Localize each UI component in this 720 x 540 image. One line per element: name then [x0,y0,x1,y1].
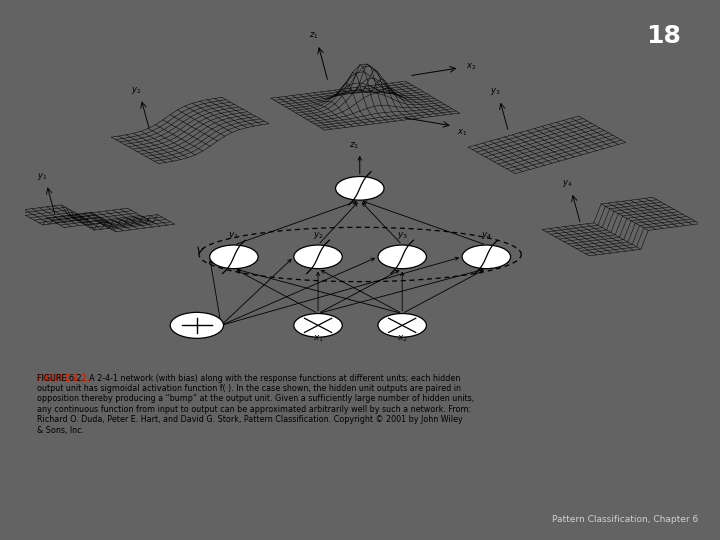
Ellipse shape [378,314,426,337]
Text: FIGURE 6.2.  A 2-4-1 network (with bias) along with the response functions at di: FIGURE 6.2. A 2-4-1 network (with bias) … [37,374,474,435]
Ellipse shape [170,312,223,339]
Text: $y_1$: $y_1$ [228,230,240,241]
Text: $x_1$: $x_1$ [457,128,468,138]
Text: $z_1$: $z_1$ [309,30,318,41]
Text: $z_1$: $z_1$ [349,140,359,151]
Text: $y_3$: $y_3$ [397,230,408,241]
Ellipse shape [336,177,384,200]
Text: $y_4$: $y_4$ [481,230,492,241]
Text: Pattern Classification, Chapter 6: Pattern Classification, Chapter 6 [552,515,698,524]
Text: $x_2$: $x_2$ [466,62,477,72]
Ellipse shape [378,245,426,268]
Ellipse shape [210,245,258,268]
Text: $y_4$: $y_4$ [562,178,572,189]
Ellipse shape [294,245,342,268]
Text: $y_1$: $y_1$ [37,171,48,181]
Text: $x_1$: $x_1$ [312,334,323,345]
Text: FIGURE 6.2.: FIGURE 6.2. [37,374,90,382]
Text: $x_2$: $x_2$ [397,334,408,345]
Text: $y_2$: $y_2$ [312,230,323,241]
Text: $y_2$: $y_2$ [131,85,141,96]
Text: $y_3$: $y_3$ [490,86,500,97]
Ellipse shape [294,314,342,337]
Ellipse shape [462,245,510,268]
Text: 18: 18 [646,24,681,49]
